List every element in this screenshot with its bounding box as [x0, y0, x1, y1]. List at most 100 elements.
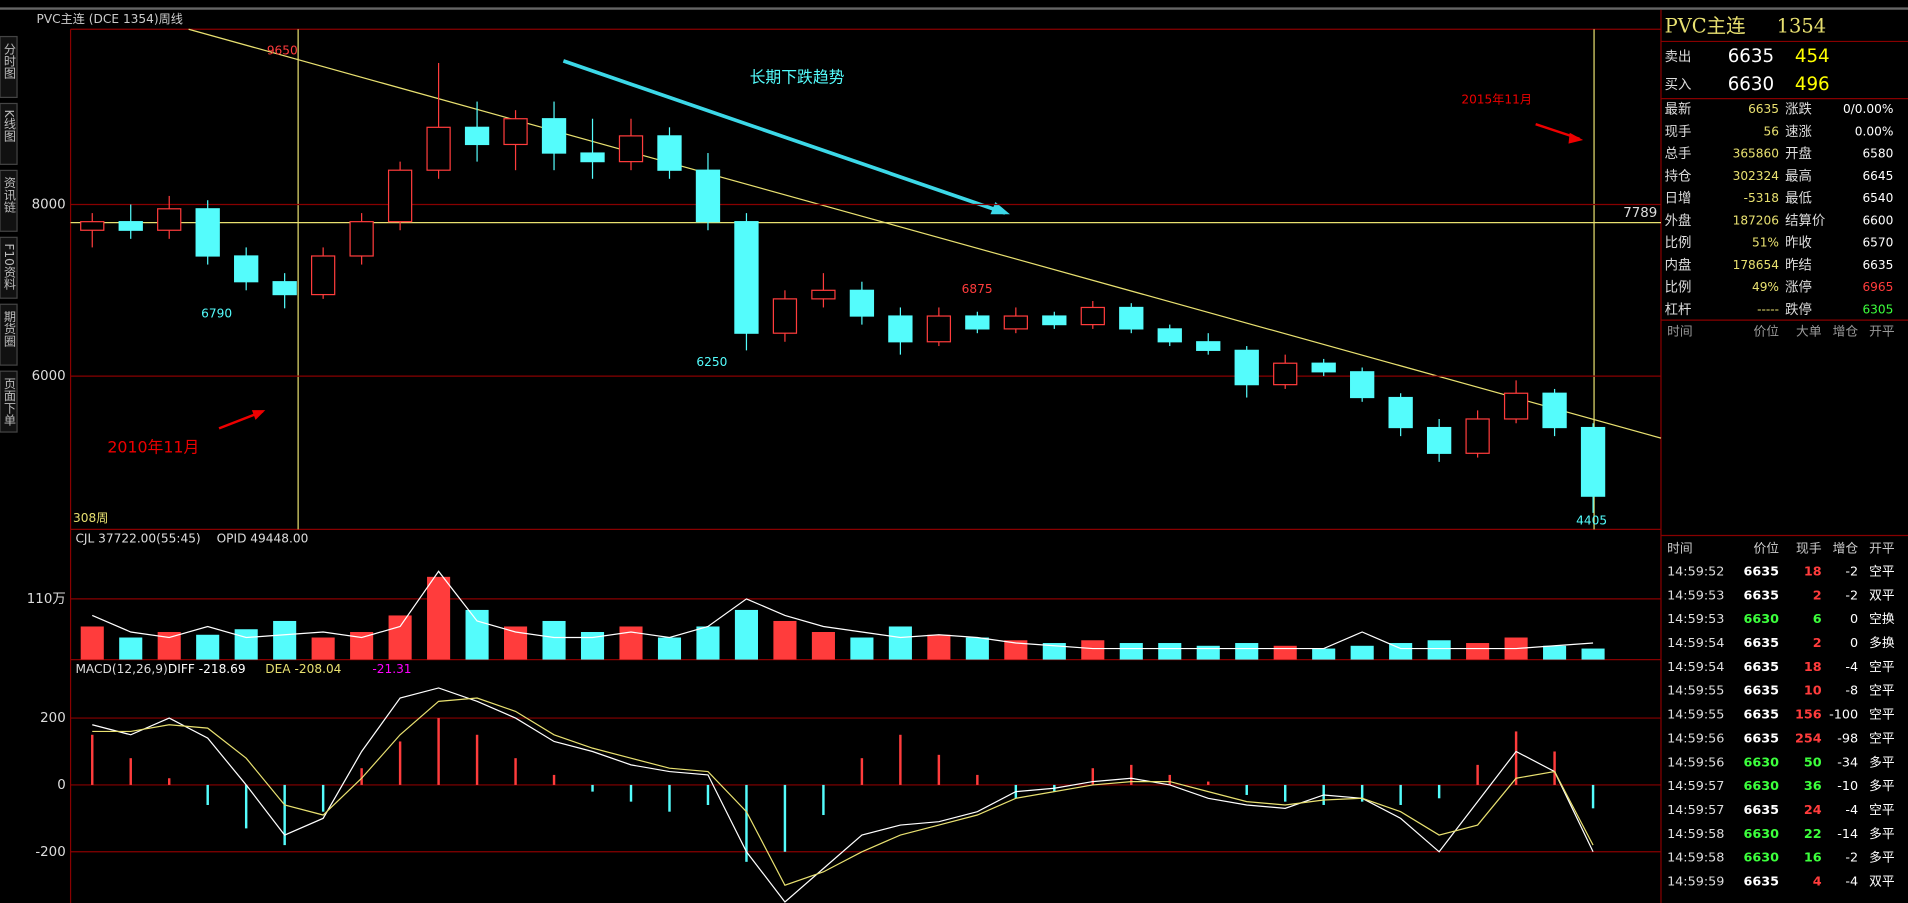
quote-label: 昨结 — [1785, 257, 1812, 273]
quote-value: 6580 — [1862, 147, 1893, 161]
trade-cell: 6635 — [1743, 636, 1779, 651]
candle-body — [310, 255, 336, 296]
table-header: 时间 — [1667, 325, 1693, 340]
volume-bar — [1158, 643, 1182, 660]
macd-label: -21.31 — [372, 662, 411, 676]
macd-bar — [1591, 784, 1595, 809]
trade-cell: 14:59:53 — [1667, 612, 1724, 627]
sidebar-tab[interactable] — [0, 169, 18, 232]
quote-label: 最新 — [1665, 102, 1692, 118]
chart-title: PVC主连 (DCE 1354)周线 — [37, 11, 183, 26]
quote-label: 持仓 — [1665, 168, 1692, 184]
table-header: 增仓 — [1833, 325, 1859, 340]
trade-cell: 6 — [1813, 612, 1822, 627]
y-tick-label: 200 — [40, 711, 66, 726]
trade-cell: 双平 — [1869, 875, 1895, 890]
trade-cell: 18 — [1804, 564, 1822, 579]
table-header: 大单 — [1796, 325, 1822, 340]
annotation: 2010年11月 — [107, 437, 199, 456]
trade-cell: 6635 — [1743, 803, 1779, 818]
candle-body — [541, 118, 567, 154]
sidebar-tab[interactable] — [0, 102, 18, 165]
sidebar-tab[interactable] — [0, 236, 18, 299]
quote-label: 最低 — [1785, 191, 1812, 207]
macd-bar — [1130, 764, 1133, 785]
candle-body — [349, 221, 374, 257]
candle-body — [926, 315, 952, 343]
macd-bar — [1283, 784, 1287, 802]
sidebar-tab-label: 分时图 — [2, 42, 16, 79]
trade-cell: -100 — [1829, 708, 1858, 723]
quote-label: 日增 — [1665, 191, 1692, 207]
candle-body — [849, 289, 875, 317]
candle-body — [1465, 418, 1490, 454]
macd-bar — [321, 784, 325, 812]
candle-body — [272, 281, 297, 296]
trade-cell: 多平 — [1869, 779, 1895, 794]
y-tick-label: 6000 — [32, 369, 66, 384]
volume-bar — [1427, 640, 1451, 660]
trade-cell: 6630 — [1743, 851, 1779, 866]
macd-bar — [629, 784, 633, 802]
macd-bar — [706, 784, 710, 805]
candle-body — [888, 315, 913, 343]
trade-cell: 2 — [1813, 588, 1822, 603]
trade-cell: 6630 — [1743, 755, 1779, 770]
candle-body — [1580, 426, 1606, 497]
volume-bar — [1273, 645, 1297, 660]
trade-cell: 2 — [1813, 636, 1822, 651]
quote-value: ----- — [1757, 302, 1779, 316]
trade-cell: -2 — [1845, 564, 1858, 579]
macd-bar — [899, 734, 902, 785]
macd-bar — [552, 774, 556, 785]
macd-bar — [822, 784, 825, 816]
volume-bar — [1004, 640, 1028, 660]
quote-value: 0/0.00% — [1843, 102, 1893, 116]
trend-arrow — [562, 59, 1006, 215]
trade-cell: 6635 — [1743, 660, 1779, 675]
quote-label: 最高 — [1785, 167, 1812, 184]
macd-bar — [668, 784, 671, 812]
macd-bar — [437, 718, 440, 785]
dea-line — [92, 697, 1594, 886]
macd-label: MACD(12,26,9) — [75, 662, 167, 676]
macd-label: DEA -208.04 — [265, 662, 341, 676]
volume-bar — [427, 576, 451, 660]
trade-cell: 6635 — [1743, 588, 1779, 603]
volume-bar — [465, 609, 489, 660]
macd-bar — [783, 784, 787, 852]
trade-cell: 6635 — [1743, 731, 1779, 746]
quote-value: 6305 — [1862, 302, 1893, 316]
trade-cell: 156 — [1795, 708, 1822, 723]
sidebar-tab[interactable] — [0, 303, 18, 366]
sidebar-tab[interactable] — [0, 35, 18, 99]
volume-bar — [1389, 643, 1413, 660]
candle-body — [1542, 392, 1567, 429]
volume-bar — [350, 631, 374, 660]
quote-value: 6570 — [1862, 236, 1893, 250]
macd-bar — [745, 784, 748, 862]
candle-body — [1426, 426, 1452, 454]
trade-cell: -8 — [1845, 684, 1858, 699]
trade-cell: 多平 — [1869, 827, 1895, 842]
volume-bar — [696, 626, 720, 660]
macd-bar — [129, 758, 132, 785]
sidebar-tab-label: F10资料 — [2, 243, 16, 290]
trade-cell: 10 — [1804, 684, 1822, 699]
sidebar-tab-label: K线图 — [2, 110, 16, 142]
quote-value: 6645 — [1862, 169, 1893, 183]
trade-cell: 空平 — [1869, 731, 1895, 746]
quote-volume: 496 — [1795, 74, 1830, 95]
candle-body — [1311, 362, 1336, 373]
price-line-label: 7789 — [1623, 206, 1657, 221]
candle-body — [234, 255, 259, 283]
volume-bar — [773, 620, 797, 660]
sidebar-tab[interactable] — [0, 370, 18, 433]
macd-bar — [1168, 774, 1171, 785]
trade-cell: 50 — [1804, 755, 1822, 770]
y-tick-label: 110万 — [27, 592, 66, 607]
volume-bar — [1196, 645, 1220, 660]
trade-cell: -2 — [1845, 588, 1858, 603]
volume-bar — [1042, 643, 1066, 660]
